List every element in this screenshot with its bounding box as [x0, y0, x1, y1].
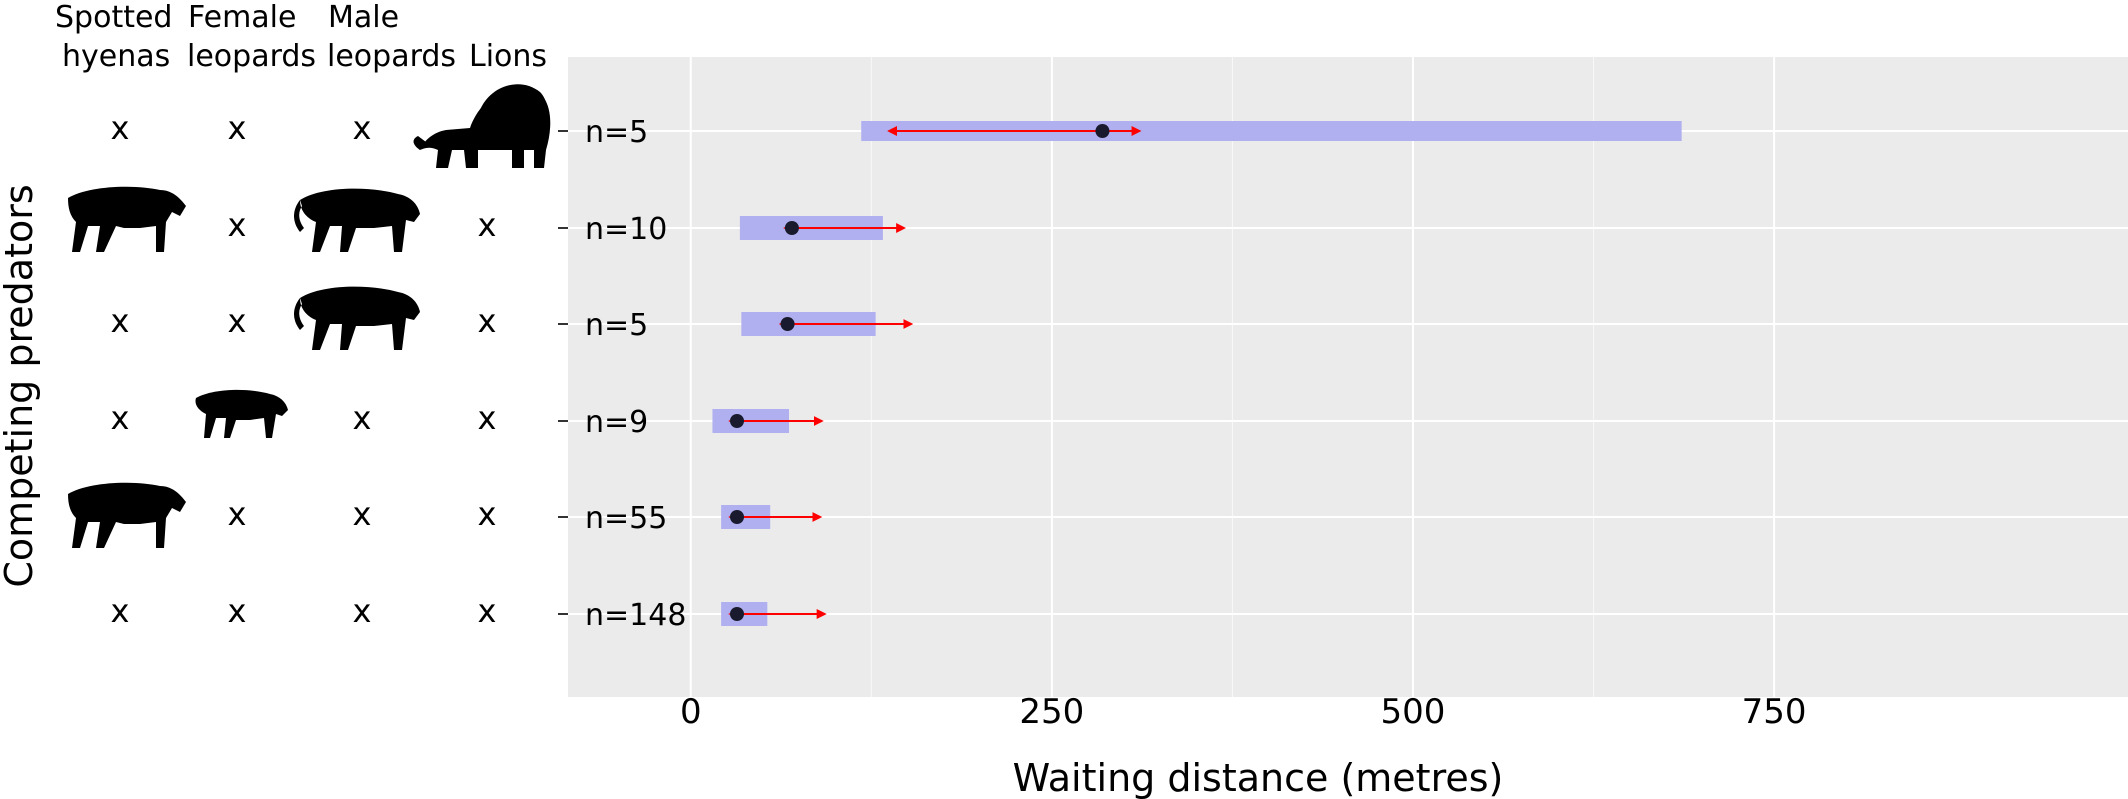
presence-x-mark: x	[228, 592, 247, 630]
presence-x-mark: x	[478, 206, 497, 244]
presence-x-mark: x	[478, 592, 497, 630]
y-axis-label: Competing predators	[0, 184, 41, 587]
hyena-icon	[68, 186, 186, 252]
presence-x-mark: x	[228, 302, 247, 340]
female-leopard-icon	[195, 389, 288, 438]
median-point	[1095, 124, 1110, 138]
header-male-leopards-line2: leopards	[327, 39, 456, 74]
series-points	[730, 124, 1110, 621]
median-point	[730, 414, 744, 428]
presence-x-mark: x	[111, 109, 130, 147]
presence-x-mark: x	[478, 399, 497, 437]
hyena-icon	[68, 482, 186, 548]
presence-x-mark: x	[478, 302, 497, 340]
header-male-leopards-line1: Male	[328, 0, 399, 35]
presence-x-mark: x	[228, 109, 247, 147]
x-axis-label: Waiting distance (metres)	[1013, 756, 1504, 799]
presence-marks: x x x x x x x x x x x x x x x x x x	[111, 109, 497, 630]
median-point	[730, 607, 744, 621]
presence-x-mark: x	[111, 399, 130, 437]
median-point	[730, 510, 744, 524]
column-headers: Spotted hyenas Female leopards Male leop…	[55, 0, 547, 74]
x-tick-labels: 0 250 500 750	[680, 692, 1807, 732]
n-label: n=9	[585, 405, 648, 440]
presence-x-mark: x	[111, 592, 130, 630]
presence-x-mark: x	[353, 592, 372, 630]
n-label: n=148	[585, 598, 686, 633]
male-leopard-icon	[294, 188, 420, 252]
n-label: n=5	[585, 308, 648, 343]
n-labels: n=5 n=10 n=5 n=9 n=55 n=148	[585, 115, 686, 633]
presence-x-mark: x	[353, 109, 372, 147]
header-female-leopards-line1: Female	[188, 0, 296, 35]
presence-x-mark: x	[111, 302, 130, 340]
header-hyenas-line1: Spotted	[55, 0, 172, 35]
x-tick-label: 750	[1742, 692, 1807, 732]
x-tick-label: 500	[1381, 692, 1446, 732]
presence-x-mark: x	[353, 495, 372, 533]
male-leopard-icon	[294, 286, 420, 350]
header-hyenas-line2: hyenas	[62, 39, 170, 74]
x-tick-label: 0	[680, 692, 702, 732]
n-label: n=10	[585, 212, 667, 247]
presence-x-mark: x	[478, 495, 497, 533]
presence-x-mark: x	[228, 495, 247, 533]
n-label: n=55	[585, 501, 667, 536]
header-female-leopards-line2: leopards	[187, 39, 316, 74]
presence-x-mark: x	[353, 399, 372, 437]
n-label: n=5	[585, 115, 648, 150]
median-point	[784, 221, 799, 235]
plot-panel	[568, 57, 2128, 697]
median-point	[780, 317, 795, 331]
gridlines	[568, 57, 2128, 697]
lion-icon	[413, 84, 551, 168]
y-tick-marks	[558, 130, 568, 615]
header-lions: Lions	[469, 39, 547, 74]
x-tick-label: 250	[1019, 692, 1084, 732]
presence-x-mark: x	[228, 206, 247, 244]
